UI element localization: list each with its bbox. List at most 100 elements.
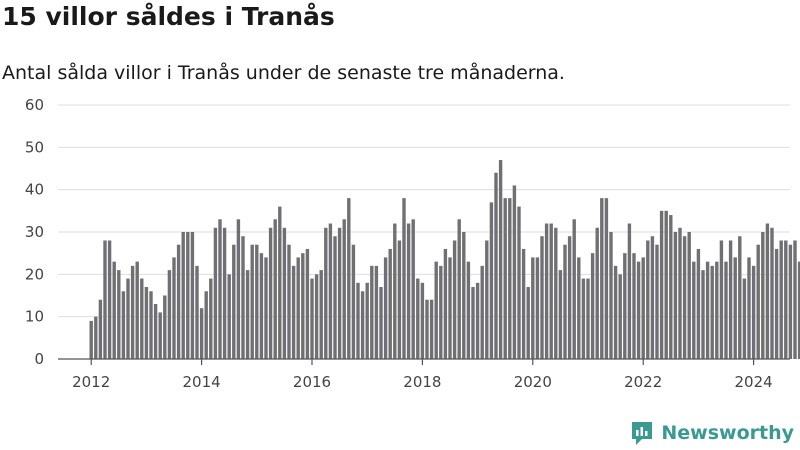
- bar-100: [549, 223, 553, 359]
- bar-93: [517, 206, 521, 359]
- bar-154: [797, 261, 800, 359]
- bar-95: [526, 287, 530, 359]
- bar-116: [623, 253, 627, 359]
- bar-119: [636, 261, 641, 359]
- y-tick-label-20: 20: [25, 265, 44, 283]
- chart-subtitle: Antal sålda villor i Tranås under de sen…: [2, 62, 565, 84]
- bar-70: [411, 219, 415, 359]
- bar-38: [264, 257, 268, 359]
- bar-26: [209, 278, 213, 359]
- bar-30: [227, 274, 231, 359]
- bar-39: [268, 227, 273, 359]
- bar-112: [604, 198, 609, 359]
- bar-62: [374, 265, 379, 359]
- bar-137: [719, 240, 724, 359]
- x-tick-label-2016: 2016: [293, 373, 331, 391]
- bar-131: [692, 261, 696, 359]
- bar-23: [195, 265, 199, 359]
- bar-20: [181, 232, 185, 359]
- bar-126: [669, 215, 673, 359]
- bar-60: [365, 282, 369, 359]
- bar-146: [761, 232, 765, 359]
- bar-92: [512, 185, 517, 359]
- x-tick-label-2020: 2020: [514, 373, 552, 391]
- bar-91: [508, 198, 512, 359]
- bar-152: [788, 244, 793, 359]
- bar-67: [397, 240, 402, 359]
- bar-96: [531, 257, 535, 359]
- bar-29: [222, 227, 227, 359]
- bar-141: [738, 236, 742, 359]
- bar-9: [130, 265, 135, 359]
- bar-99: [544, 223, 549, 359]
- bar-90: [503, 198, 507, 359]
- bar-58: [356, 282, 360, 359]
- bar-84: [475, 282, 480, 359]
- bar-34: [245, 270, 250, 359]
- bar-121: [646, 240, 650, 359]
- y-tick-label-40: 40: [25, 181, 44, 199]
- bar-81: [462, 232, 466, 359]
- bar-57: [351, 244, 356, 359]
- bar-144: [751, 265, 756, 359]
- bar-136: [715, 261, 719, 359]
- bar-41: [278, 206, 282, 359]
- bar-48: [310, 278, 314, 359]
- x-tick-label-2022: 2022: [624, 373, 662, 391]
- chart-title: 15 villor såldes i Tranås: [2, 2, 335, 31]
- bar-13: [149, 291, 153, 359]
- newsworthy-logo-icon: [632, 422, 653, 445]
- bar-83: [471, 287, 475, 359]
- bar-149: [774, 248, 779, 359]
- bar-105: [572, 219, 576, 359]
- bar-47: [305, 248, 310, 359]
- bars: [89, 160, 800, 359]
- bar-7: [121, 291, 126, 359]
- bar-74: [429, 299, 434, 359]
- bar-18: [172, 257, 176, 359]
- bar-77: [443, 248, 448, 359]
- bar-52: [328, 223, 333, 359]
- bar-19: [176, 244, 181, 359]
- bar-133: [701, 270, 705, 359]
- bar-44: [291, 265, 296, 359]
- bar-153: [793, 240, 797, 359]
- bar-128: [678, 227, 682, 359]
- bar-59: [360, 291, 365, 359]
- bar-110: [595, 227, 599, 359]
- bar-63: [379, 287, 383, 359]
- bar-8: [126, 278, 130, 359]
- bar-113: [609, 232, 613, 359]
- bar-75: [434, 261, 438, 359]
- bar-2: [98, 299, 103, 359]
- bar-85: [480, 265, 484, 359]
- bar-6: [117, 270, 121, 359]
- bar-140: [733, 257, 737, 359]
- x-tick-label-2024: 2024: [735, 373, 773, 391]
- bar-69: [406, 223, 411, 359]
- bar-40: [273, 219, 277, 359]
- bar-147: [765, 223, 770, 359]
- bar-114: [613, 265, 618, 359]
- bar-134: [705, 261, 710, 359]
- bar-12: [144, 287, 149, 359]
- bar-139: [728, 240, 733, 359]
- bar-104: [567, 236, 572, 359]
- bar-17: [167, 270, 172, 359]
- bar-111: [600, 198, 604, 359]
- bar-138: [724, 261, 728, 359]
- y-tick-label-0: 0: [34, 350, 44, 368]
- bar-49: [314, 274, 319, 359]
- bar-10: [135, 261, 139, 359]
- bar-109: [590, 253, 595, 359]
- bar-94: [521, 248, 526, 359]
- bar-97: [535, 257, 540, 359]
- bar-125: [664, 210, 668, 359]
- bar-88: [494, 172, 498, 359]
- bar-132: [696, 248, 701, 359]
- x-tick-label-2012: 2012: [72, 373, 110, 391]
- bar-50: [319, 270, 323, 359]
- bar-14: [153, 303, 158, 359]
- y-tick-label-30: 30: [25, 223, 44, 241]
- bar-4: [107, 240, 112, 359]
